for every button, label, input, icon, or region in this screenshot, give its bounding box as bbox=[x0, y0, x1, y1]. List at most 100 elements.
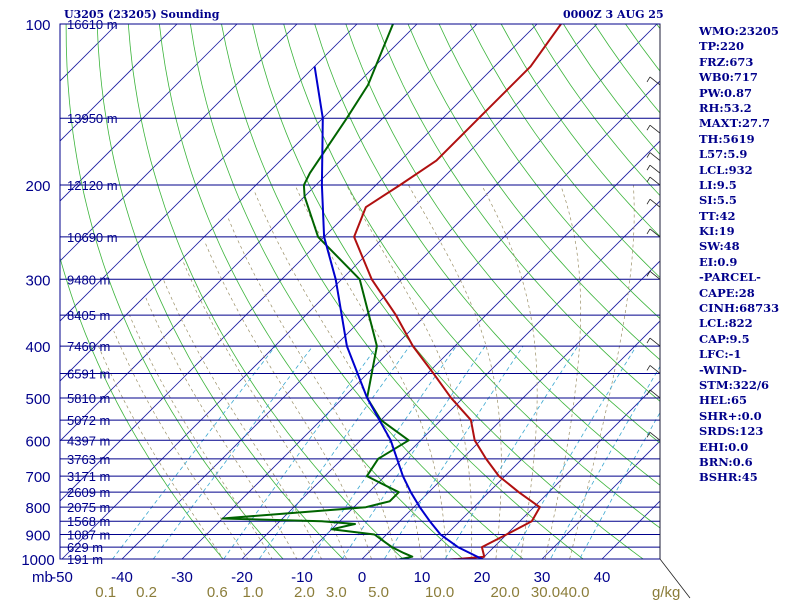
index-item: LFC:-1 bbox=[699, 347, 742, 362]
dry-adiabat bbox=[159, 24, 464, 559]
dry-adiabat bbox=[469, 24, 660, 279]
wind-barb-flag bbox=[646, 271, 651, 277]
axis-unit-mb: mb bbox=[32, 569, 53, 586]
pressure-tick-label: 700 bbox=[25, 469, 50, 486]
mixing-ratio-label: 3.0 bbox=[326, 584, 347, 600]
isotherm-line bbox=[60, 24, 418, 382]
dewpoint-line bbox=[221, 24, 414, 559]
index-item: -PARCEL- bbox=[699, 270, 761, 285]
wind-barb-flag bbox=[646, 337, 651, 344]
pressure-tick-label: 400 bbox=[25, 339, 50, 356]
mixing-ratio-label: 40.0 bbox=[560, 584, 589, 600]
wind-barb bbox=[649, 198, 661, 208]
valid-time: 0000Z 3 AUG 25 bbox=[563, 8, 664, 21]
wind-barb-flag bbox=[646, 228, 651, 235]
index-item: BRN:0.6 bbox=[699, 454, 753, 469]
moist-adiabat bbox=[129, 314, 273, 559]
index-item: LCL:822 bbox=[699, 316, 753, 331]
isotherm-line bbox=[60, 24, 178, 142]
wind-barb bbox=[649, 164, 661, 174]
index-item: TH:5619 bbox=[699, 131, 755, 146]
index-item: SW:48 bbox=[699, 239, 740, 254]
mixing-ratio-label: 20.0 bbox=[491, 584, 520, 600]
dry-adiabat bbox=[314, 24, 660, 486]
dry-adiabat bbox=[60, 256, 224, 559]
pressure-tick-label: 300 bbox=[25, 272, 50, 289]
station-title: U3205 (23205) Sounding bbox=[64, 8, 220, 21]
height-label: 12120 m bbox=[67, 178, 118, 193]
height-label: 3171 m bbox=[67, 469, 110, 484]
pressure-tick-label: 1000 bbox=[21, 552, 54, 569]
index-item: STM:322/6 bbox=[699, 377, 770, 392]
isotherm-line bbox=[481, 380, 660, 559]
index-item: TP:220 bbox=[699, 39, 745, 54]
index-item: LCL:932 bbox=[699, 162, 753, 177]
parcel-line bbox=[313, 66, 483, 559]
mixing-ratio-line bbox=[310, 345, 457, 559]
height-label: 2609 m bbox=[67, 485, 110, 500]
index-item: BSHR:45 bbox=[699, 470, 758, 485]
isotherm-line bbox=[60, 24, 358, 322]
index-item: CINH:68733 bbox=[699, 301, 780, 316]
temperature-tick-label: -40 bbox=[111, 569, 133, 586]
mixing-ratio-label: 2.0 bbox=[294, 584, 315, 600]
moist-adiabat bbox=[408, 184, 502, 559]
height-label: 13950 m bbox=[67, 111, 118, 126]
wind-barb bbox=[649, 124, 661, 134]
mixing-ratio-line bbox=[341, 345, 486, 559]
mixing-ratio-line bbox=[152, 345, 314, 559]
wind-barb-flag bbox=[646, 152, 651, 158]
moist-adiabat bbox=[481, 184, 538, 559]
index-item: CAP:9.5 bbox=[699, 331, 750, 346]
pressure-tick-label: 600 bbox=[25, 433, 50, 450]
dry-adiabat bbox=[345, 24, 660, 444]
wind-barb-flag bbox=[646, 365, 651, 371]
moist-adiabat bbox=[253, 190, 422, 559]
dry-adiabat bbox=[190, 24, 524, 559]
dry-adiabat bbox=[438, 24, 660, 320]
wind-barb-flag bbox=[646, 432, 651, 438]
height-label: 6591 m bbox=[67, 366, 110, 381]
height-label: 4397 m bbox=[67, 433, 110, 448]
moist-adiabat bbox=[145, 297, 298, 559]
height-label: 5072 m bbox=[67, 413, 110, 428]
index-item: KI:19 bbox=[699, 224, 735, 239]
isotherm-line bbox=[361, 260, 660, 559]
index-item: PW:0.87 bbox=[699, 85, 753, 100]
index-item: EHI:0.0 bbox=[699, 439, 749, 454]
dry-adiabat bbox=[252, 24, 644, 559]
temperature-tick-label: 30 bbox=[534, 569, 551, 586]
wind-barb-flag bbox=[646, 124, 651, 131]
temperature-tick-label: 10 bbox=[414, 569, 431, 586]
dry-adiabat bbox=[221, 24, 584, 559]
isotherm-line bbox=[301, 200, 660, 559]
mixing-ratio-line bbox=[444, 345, 579, 559]
mixing-ratio-line bbox=[509, 345, 637, 559]
isotherm-line bbox=[181, 80, 660, 559]
wind-barb bbox=[649, 389, 661, 399]
isotherm-line bbox=[541, 440, 660, 559]
isotherm-line bbox=[60, 24, 298, 262]
moist-adiabat bbox=[544, 184, 582, 559]
height-label: 629 m bbox=[67, 540, 103, 555]
isotherm-line bbox=[60, 24, 538, 502]
index-item: RH:53.2 bbox=[699, 100, 752, 115]
dry-adiabat bbox=[96, 24, 344, 559]
mixing-ratio-label: 5.0 bbox=[368, 584, 389, 600]
mixing-ratio-unit: g/kg bbox=[652, 584, 680, 600]
mixing-ratio-label: 0.6 bbox=[207, 584, 228, 600]
isotherm-line bbox=[241, 140, 660, 559]
wind-barb bbox=[649, 76, 661, 86]
temperature-tick-label: -20 bbox=[231, 569, 253, 586]
index-item: WMO:23205 bbox=[699, 24, 779, 38]
height-label: 8405 m bbox=[67, 308, 110, 323]
mixing-ratio-label: 1.0 bbox=[242, 584, 263, 600]
dry-adiabat bbox=[376, 24, 660, 402]
moist-adiabat bbox=[294, 184, 447, 559]
mixing-ratio-line bbox=[579, 411, 660, 559]
index-item: SI:5.5 bbox=[699, 193, 737, 208]
height-label: 1087 m bbox=[67, 528, 110, 543]
moist-adiabat bbox=[346, 184, 473, 559]
